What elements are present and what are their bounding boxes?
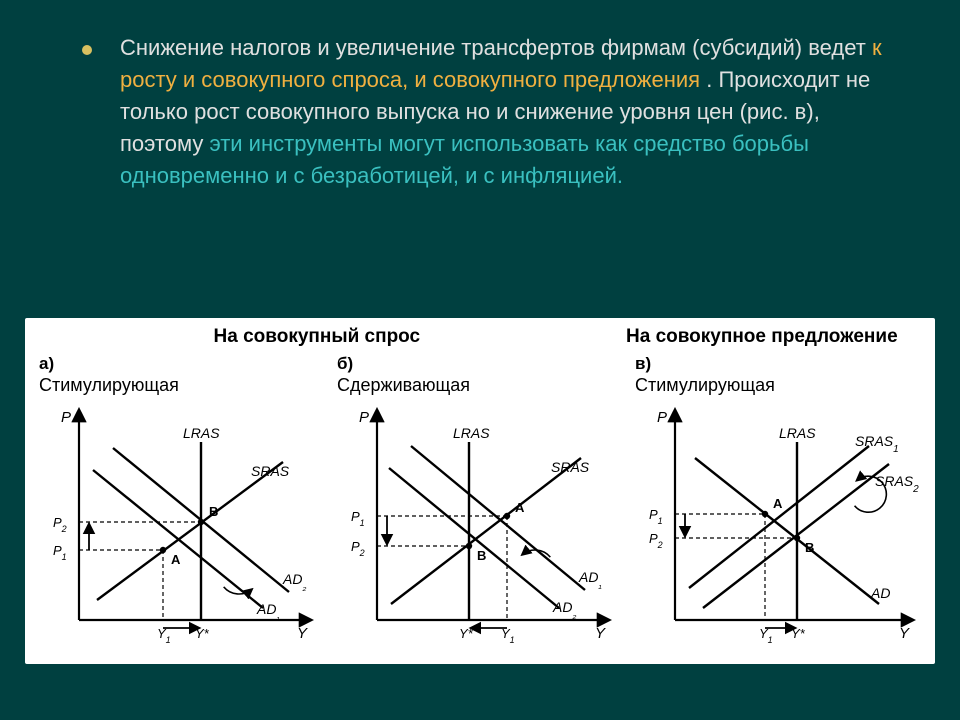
svg-text:P2: P2 (649, 531, 663, 550)
svg-text:B: B (805, 540, 814, 555)
svg-text:P: P (359, 409, 369, 426)
header-demand: На совокупный спрос (35, 326, 599, 348)
svg-text:P: P (657, 409, 667, 426)
figure-container: На совокупный спрос На совокупное предло… (25, 318, 935, 664)
svg-text:P: P (61, 409, 71, 426)
text-part1: Снижение налогов и увеличение трансферто… (120, 35, 872, 60)
panel-title: Стимулирующая (635, 375, 925, 396)
svg-text:Y: Y (297, 625, 308, 642)
svg-text:SRAS2: SRAS2 (875, 473, 919, 495)
figure-headers: На совокупный спрос На совокупное предло… (35, 326, 925, 348)
panel-row: а)СтимулирующаяPYLRASSRASAD₁AD₂P1P2Y1Y*A… (35, 352, 925, 658)
svg-text:AD₂: AD₂ (552, 599, 576, 621)
panel-letter: б) (337, 354, 623, 374)
svg-text:A: A (515, 500, 525, 515)
svg-text:Y: Y (595, 625, 606, 642)
svg-text:B: B (477, 548, 486, 563)
svg-text:P1: P1 (53, 543, 67, 562)
svg-text:SRAS: SRAS (251, 463, 290, 479)
panel-letter: в) (635, 354, 925, 374)
svg-text:P1: P1 (351, 509, 365, 528)
header-supply: На совокупное предложение (599, 326, 925, 348)
panel-letter: а) (39, 354, 325, 374)
slide: Снижение налогов и увеличение трансферто… (0, 0, 960, 720)
svg-text:P2: P2 (53, 515, 67, 534)
chart-svg: PYLRASSRASAD₁AD₂P1P2Y1Y*AB (333, 398, 621, 658)
body-text: Снижение налогов и увеличение трансферто… (120, 32, 890, 191)
svg-text:P1: P1 (649, 507, 663, 526)
svg-text:AD: AD (870, 585, 890, 601)
chart-svg: PYLRASSRAS1SRAS2ADP1P2Y1Y*AB (631, 398, 925, 658)
svg-text:B: B (209, 504, 218, 519)
svg-text:A: A (773, 496, 783, 511)
panel-c: в)СтимулирующаяPYLRASSRAS1SRAS2ADP1P2Y1Y… (631, 352, 925, 658)
panel-title: Стимулирующая (39, 375, 325, 396)
panel-title: Сдерживающая (337, 375, 623, 396)
bullet-disc (82, 45, 92, 55)
chart-svg: PYLRASSRASAD₁AD₂P1P2Y1Y*AB (35, 398, 323, 658)
panel-b: б)СдерживающаяPYLRASSRASAD₁AD₂P1P2Y1Y*AB (333, 352, 623, 658)
svg-text:LRAS: LRAS (779, 425, 816, 441)
svg-text:LRAS: LRAS (453, 425, 490, 441)
svg-text:LRAS: LRAS (183, 425, 220, 441)
svg-text:SRAS: SRAS (551, 459, 590, 475)
svg-text:P2: P2 (351, 539, 365, 558)
svg-text:A: A (171, 552, 181, 567)
panel-a: а)СтимулирующаяPYLRASSRASAD₁AD₂P1P2Y1Y*A… (35, 352, 325, 658)
text-cyan: эти инструменты могут использовать как с… (120, 131, 809, 188)
svg-text:Y: Y (899, 625, 910, 642)
